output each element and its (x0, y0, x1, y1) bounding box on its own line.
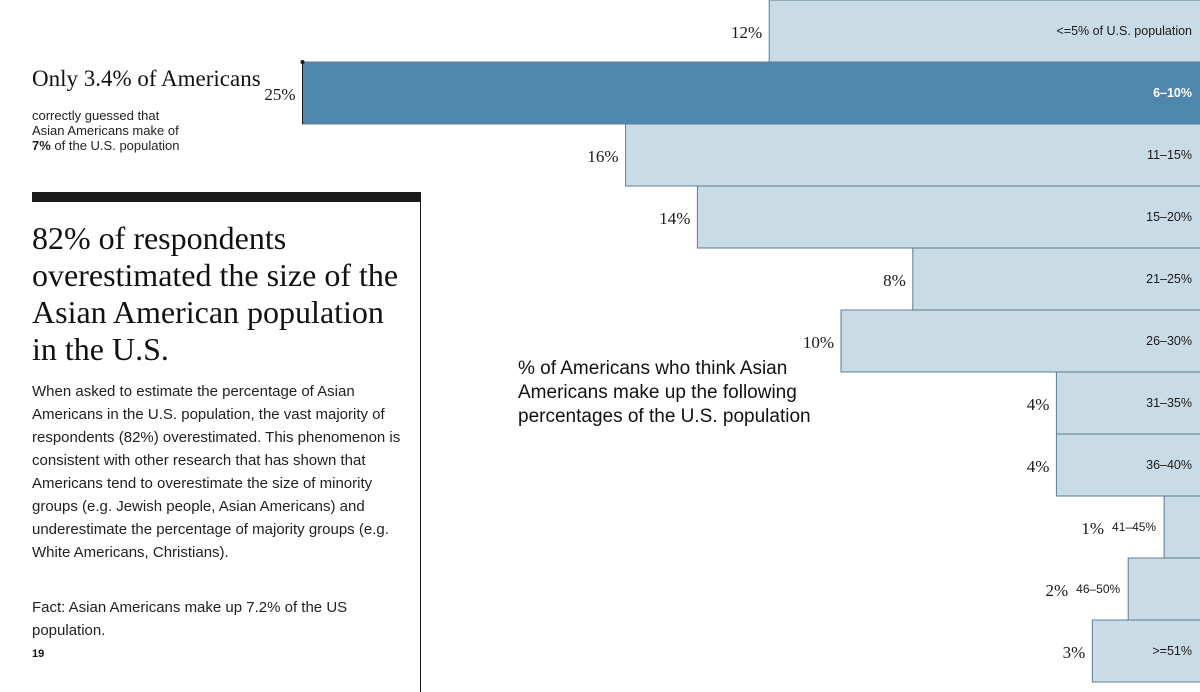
highlight-dot (301, 60, 305, 64)
bar-9 (1128, 558, 1200, 620)
panel-fact-text: Fact: Asian Americans make up 7.2% of th… (32, 596, 392, 642)
bar-2 (626, 124, 1200, 186)
panel-headline: 82% of respondents overestimated the siz… (32, 220, 402, 368)
value-label-3: 14% (659, 209, 690, 228)
callout-line-3: 7% of the U.S. population (32, 138, 232, 153)
bar-1 (303, 62, 1200, 124)
callout-line-3-rest: of the U.S. population (51, 138, 180, 153)
callout-heading: Only 3.4% of Americans (32, 66, 261, 92)
category-label-7: 36–40% (1146, 458, 1192, 472)
bar-8 (1164, 496, 1200, 558)
page-number: 19 (32, 648, 44, 660)
callout-line-2: Asian Americans make of (32, 123, 232, 138)
value-label-6: 4% (1027, 395, 1050, 414)
bar-3 (697, 186, 1200, 248)
value-label-0: 12% (731, 23, 762, 42)
category-label-2: 11–15% (1147, 148, 1192, 162)
value-label-9: 2% (1046, 581, 1069, 600)
category-label-6: 31–35% (1146, 396, 1192, 410)
value-label-8: 1% (1081, 519, 1104, 538)
category-label-9: 46–50% (1076, 582, 1120, 596)
callout-line-1: correctly guessed that (32, 108, 232, 123)
panel-body-text: When asked to estimate the percentage of… (32, 380, 402, 564)
summary-panel: 82% of respondents overestimated the siz… (32, 192, 421, 692)
chart-description: % of Americans who think Asian Americans… (518, 357, 818, 429)
value-label-7: 4% (1027, 457, 1050, 476)
value-label-2: 16% (587, 147, 618, 166)
category-label-8: 41–45% (1112, 520, 1156, 534)
category-label-0: <=5% of U.S. population (1056, 24, 1192, 38)
category-label-1: 6–10% (1153, 86, 1192, 100)
value-label-5: 10% (803, 333, 834, 352)
value-label-10: 3% (1063, 643, 1086, 662)
category-label-5: 26–30% (1146, 334, 1192, 348)
value-label-4: 8% (883, 271, 906, 290)
category-label-10: >=51% (1152, 644, 1192, 658)
callout-correct-value: 7% (32, 138, 51, 153)
panel-top-rule (32, 192, 420, 202)
callout-text: correctly guessed that Asian Americans m… (32, 108, 232, 153)
category-label-4: 21–25% (1146, 272, 1192, 286)
value-label-1: 25% (264, 85, 295, 104)
category-label-3: 15–20% (1146, 210, 1192, 224)
